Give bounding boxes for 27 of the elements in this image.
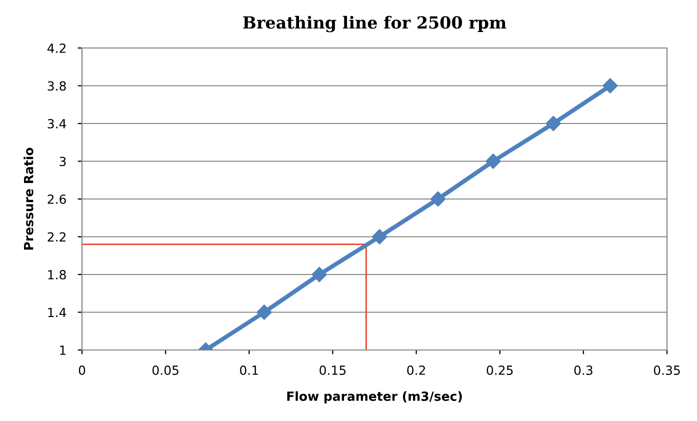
x-tick-label: 0.2 — [407, 366, 425, 375]
x-tick-label: 0.1 — [240, 366, 258, 375]
point — [372, 229, 388, 244]
y-tick-label: 2.6 — [48, 194, 66, 204]
x-axis-title: Flow parameter (m3/sec) — [287, 391, 462, 404]
y-tick-label: 4.2 — [47, 43, 66, 53]
x-tick-label: 0.05 — [152, 366, 178, 375]
x-tick-label: 0.25 — [486, 366, 513, 375]
y-tick-label: 3 — [60, 156, 66, 166]
y-axis-title: Pressure Ratio — [24, 148, 34, 250]
y-tick-label: 3.4 — [48, 118, 66, 128]
point — [430, 191, 446, 207]
x-tick-label: 0.35 — [654, 366, 680, 375]
point — [546, 116, 561, 132]
x-tick-label: 0.15 — [320, 366, 346, 375]
y-tick-label: 1.8 — [48, 270, 66, 280]
y-tick-label: 2.2 — [48, 232, 66, 242]
point — [256, 304, 272, 320]
point — [602, 78, 618, 94]
y-tick-label: 3.8 — [48, 81, 66, 91]
point — [486, 154, 501, 169]
point — [312, 266, 327, 282]
x-tick-label: 0.3 — [574, 366, 592, 375]
x-tick-label: 0 — [78, 366, 86, 375]
y-tick-label: 1 — [60, 346, 66, 355]
y-tick-label: 1.4 — [48, 308, 66, 317]
chart-title: Breathing line for 2500 rpm — [243, 16, 506, 32]
